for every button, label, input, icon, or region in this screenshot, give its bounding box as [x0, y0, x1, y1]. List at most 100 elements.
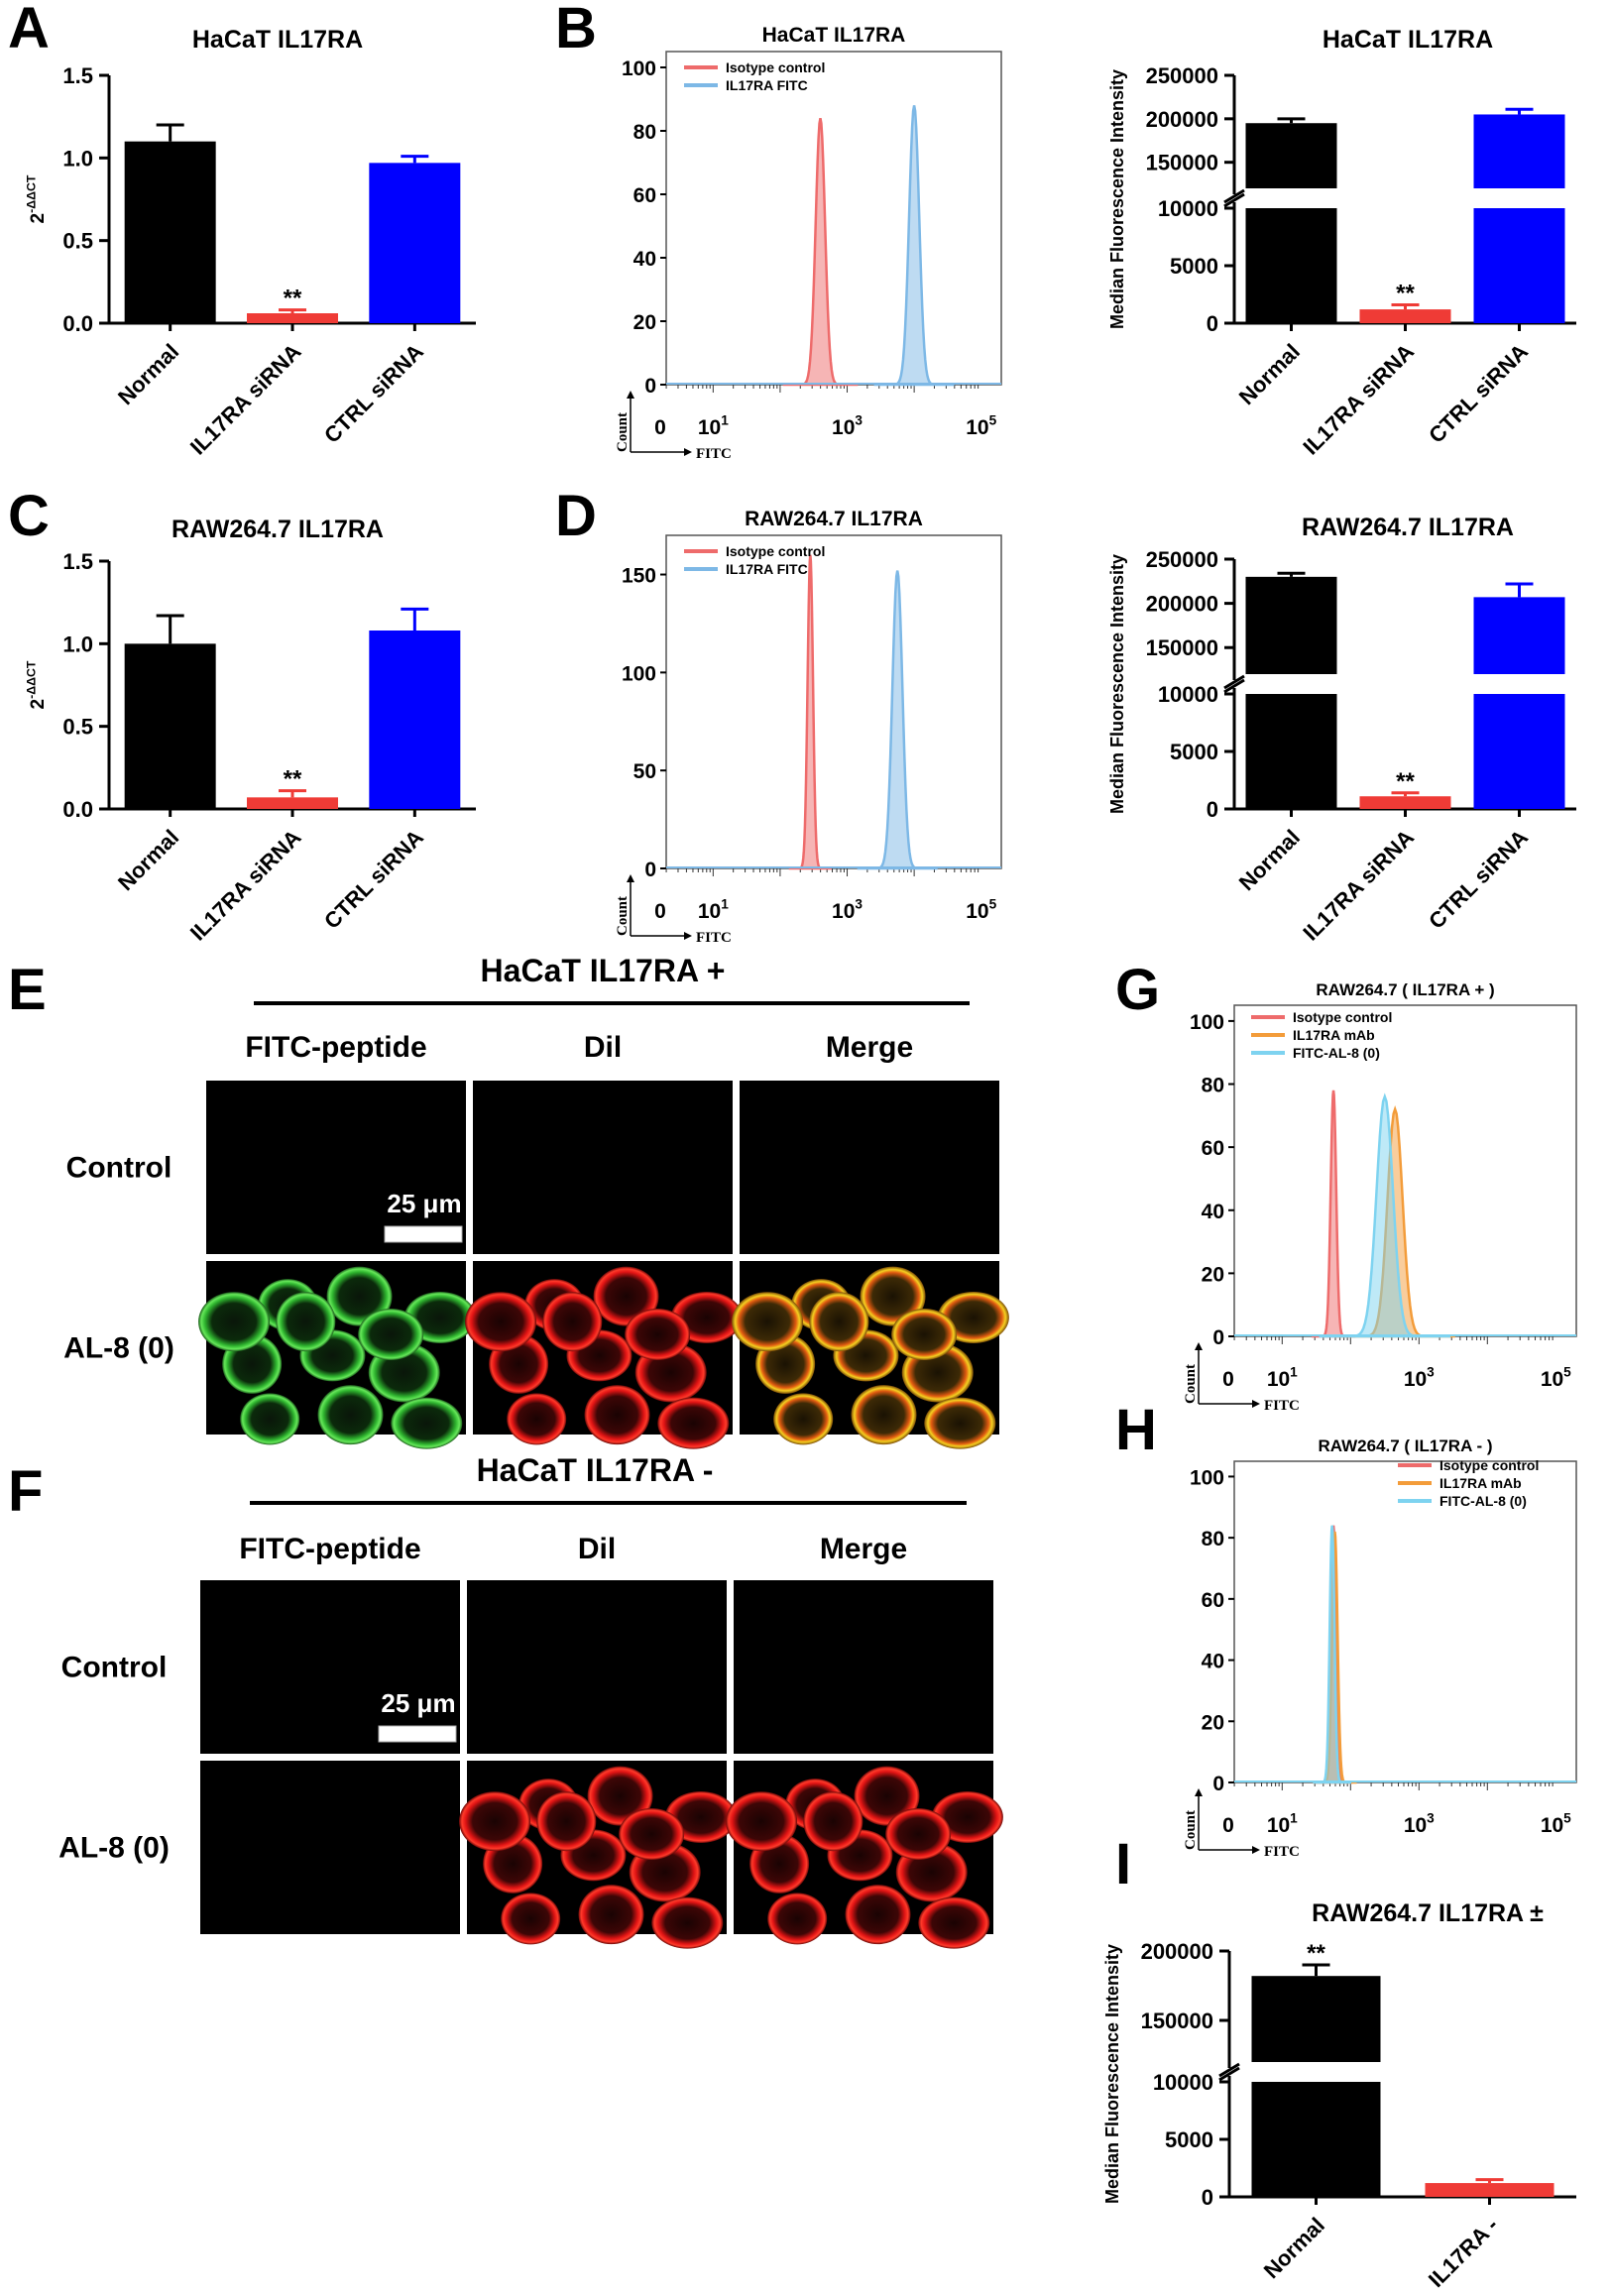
cell: [657, 1397, 730, 1449]
y-tick-label: 0: [1207, 797, 1218, 822]
x-tick-label-base: 10: [698, 900, 721, 923]
y-axis-label-base: 2: [28, 699, 49, 710]
count-label: Count: [615, 412, 631, 452]
cell: [924, 1397, 996, 1449]
y-tick-label: 40: [1202, 1651, 1224, 1673]
fitc-label: FITC: [696, 930, 732, 946]
x-tick-label: Normal: [113, 825, 183, 895]
x-tick-label-base: 10: [1404, 1814, 1427, 1837]
y-tick-label: 100: [1190, 1466, 1224, 1489]
x-tick-label-sup: 3: [1427, 1365, 1435, 1380]
cell: [536, 1791, 597, 1852]
y-tick-label: 60: [633, 184, 656, 207]
x-tick-label-base: 10: [1541, 1814, 1563, 1837]
bar-high-segment: [1473, 114, 1565, 188]
cell: [317, 1385, 384, 1445]
x-tick-label: CTRL siRNA: [1424, 825, 1533, 934]
y-tick-label: 1.0: [62, 146, 93, 171]
y-tick-label: 1.0: [62, 631, 93, 656]
chart-title: RAW264.7 IL17RA: [172, 516, 384, 543]
y-tick-label: 150000: [1146, 635, 1218, 660]
plot-frame: [1233, 1460, 1577, 1783]
histogram-title: RAW264.7 IL17RA: [745, 508, 923, 530]
fitc-arrow-head: [1252, 1846, 1260, 1854]
micro-column-label: Merge: [826, 1031, 913, 1064]
y-tick-label: 1.5: [62, 549, 93, 574]
y-tick-label: 10000: [1158, 196, 1218, 221]
cell: [726, 1791, 798, 1852]
x-tick-label: IL17RA siRNA: [1298, 339, 1419, 460]
microscopy-panel-f: HaCaT IL17RA - FITC-peptide Dil Merge Contro…: [58, 1452, 1003, 1949]
y-tick-label: 150000: [1141, 2009, 1213, 2033]
histogram-series: [857, 570, 938, 870]
x-tick-label-base: 10: [1541, 1368, 1563, 1391]
y-tick-label: 80: [633, 121, 656, 144]
cell: [809, 1292, 869, 1352]
y-tick-label: 200000: [1146, 107, 1218, 132]
cell: [918, 1896, 990, 1949]
x-tick-label-sup: 5: [1563, 1365, 1571, 1380]
x-tick-label: Normal: [1234, 339, 1305, 409]
panel-label-g: G: [1115, 958, 1160, 1022]
micro-column-label: Dil: [584, 1031, 622, 1064]
x-tick-label: IL17RA siRNA: [185, 825, 306, 946]
panel-label-d: D: [555, 484, 597, 548]
x-tick-label: 105: [1541, 1811, 1571, 1837]
x-tick-label-sup: 5: [989, 413, 997, 428]
significance-label: **: [1307, 1940, 1325, 1967]
fitc-label: FITC: [696, 446, 732, 462]
histogram-series: [788, 554, 832, 870]
cell: [240, 1393, 300, 1445]
x-tick-label-base: 10: [966, 900, 988, 923]
x-tick-label-base: 10: [832, 900, 855, 923]
micro-title: HaCaT IL17RA -: [477, 1452, 714, 1488]
significance-label: **: [284, 766, 302, 793]
cell: [587, 1766, 653, 1826]
y-axis-label-sup: -ΔΔCT: [24, 660, 38, 699]
y-tick-label: 0: [1212, 1326, 1224, 1349]
micro-title: HaCaT IL17RA +: [481, 953, 726, 988]
histogram-series: [1313, 1525, 1351, 1784]
cell: [391, 1397, 463, 1449]
legend-label: FITC-AL-8 (0): [1439, 1493, 1527, 1509]
histogram-title: RAW264.7 ( IL17RA + ): [1316, 980, 1494, 999]
x-tick-label: 0: [654, 416, 666, 439]
significance-label: **: [1396, 280, 1415, 306]
cell: [578, 1885, 644, 1945]
y-axis-label: Median Fluorescence Intensity: [1107, 69, 1127, 329]
axis-break-mark: [1223, 188, 1245, 204]
histogram-series: [1311, 1090, 1356, 1338]
x-tick-label-sup: 3: [855, 897, 863, 912]
x-tick-label: 105: [966, 413, 996, 439]
chart-c-bar: RAW264.7 IL17RA 2-ΔΔCT 0.0 0.5 1.0 1.5 Normal I…: [24, 516, 476, 946]
cell: [459, 1791, 531, 1852]
panel-label-a: A: [8, 0, 50, 60]
micro-column-label: Merge: [820, 1533, 907, 1565]
y-tick-label: 40: [633, 248, 656, 271]
x-tick-label-base: 0: [1222, 1368, 1234, 1391]
y-tick-label: 5000: [1170, 740, 1218, 764]
y-tick-label: 10000: [1158, 682, 1218, 707]
x-tick-label-base: 10: [832, 416, 855, 439]
bar: [124, 141, 216, 323]
y-tick-label: 5000: [1170, 254, 1218, 279]
micro-column-label: Dil: [578, 1533, 616, 1565]
count-arrow-head: [627, 391, 634, 399]
y-tick-label: 60: [1202, 1589, 1224, 1612]
cell: [198, 1292, 271, 1352]
cell: [885, 1808, 952, 1861]
micro-image: [200, 1761, 460, 1934]
bar: [247, 797, 338, 809]
x-tick-label-sup: 5: [1563, 1811, 1571, 1826]
x-tick-label: CTRL siRNA: [319, 339, 428, 448]
legend-label: IL17RA FITC: [726, 561, 808, 577]
x-tick-label: CTRL siRNA: [319, 825, 428, 934]
panel-label-e: E: [8, 958, 47, 1022]
micro-row-label: AL-8 (0): [58, 1832, 170, 1865]
count-arrow-head: [627, 874, 634, 882]
bar-low-segment: [1245, 208, 1337, 323]
legend-label: FITC-AL-8 (0): [1293, 1045, 1380, 1061]
legend-label: Isotype control: [726, 59, 825, 75]
